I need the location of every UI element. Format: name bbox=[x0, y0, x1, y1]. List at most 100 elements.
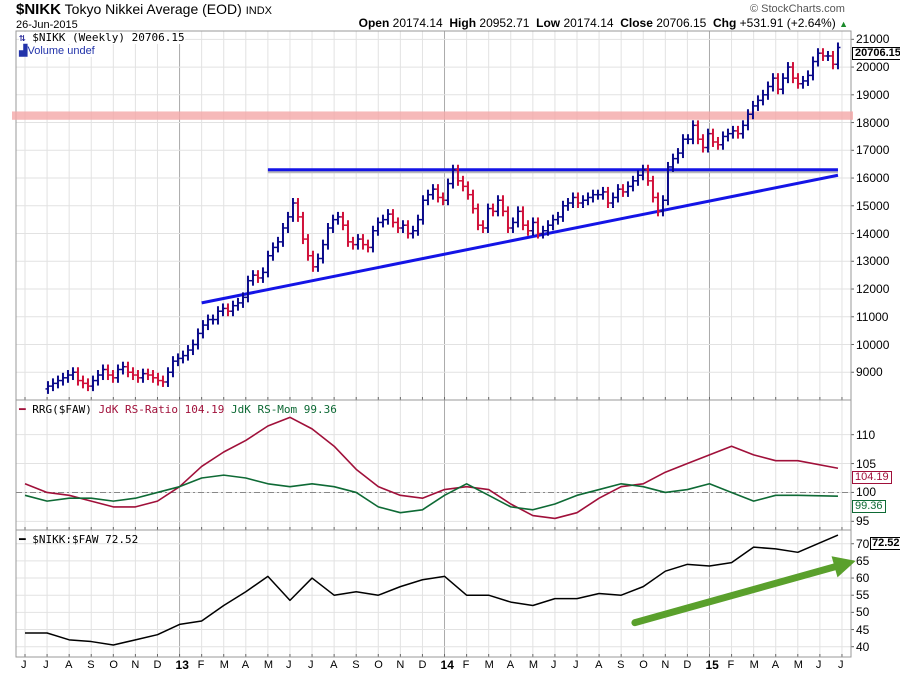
x-tick-label: J bbox=[573, 659, 579, 671]
bar-icon: ⇅ bbox=[19, 31, 26, 44]
x-tick-label: F bbox=[462, 659, 470, 671]
up-arrow-icon: ▲ bbox=[839, 19, 848, 29]
y-tick-label: 15000 bbox=[856, 198, 890, 213]
close-label: Close bbox=[620, 16, 653, 30]
rs-ratio-legend: JdK RS-Ratio 104.19 bbox=[98, 403, 225, 416]
symbol: $NIKK bbox=[16, 1, 62, 18]
rrg-legend: ━ RRG($FAW) JdK RS-Ratio 104.19 JdK RS-M… bbox=[19, 404, 337, 416]
y-tick-label: 12000 bbox=[856, 282, 890, 297]
x-tick-label: J bbox=[21, 659, 27, 671]
x-tick-label: A bbox=[506, 659, 515, 671]
y-tick-label: 11000 bbox=[856, 309, 889, 324]
y-tick-label: 60 bbox=[856, 571, 870, 586]
y-tick-label: 40 bbox=[856, 639, 870, 654]
chart-title: $NIKK Tokyo Nikkei Average (EOD) INDX bbox=[16, 1, 272, 20]
panel-border-rrg bbox=[15, 399, 852, 531]
x-tick-label: A bbox=[65, 659, 73, 671]
x-tick-label: M bbox=[263, 659, 274, 671]
x-tick-label: M bbox=[219, 659, 229, 671]
x-tick-label: N bbox=[131, 659, 140, 671]
x-tick-label: A bbox=[241, 659, 250, 671]
y-tick-label: 9000 bbox=[856, 365, 883, 380]
y-tick-label: 17000 bbox=[856, 143, 890, 158]
high-value: 20952.71 bbox=[479, 16, 530, 30]
x-tick-label: N bbox=[396, 659, 405, 671]
y-tick-label: 19000 bbox=[856, 87, 890, 102]
chg-value: +531.91 (+2.64%) bbox=[739, 16, 836, 30]
high-label: High bbox=[449, 16, 477, 30]
rs-mom-last-tag: 99.36 bbox=[852, 500, 886, 513]
ratio-last-tag: 72.52 bbox=[870, 537, 900, 550]
x-tick-label: O bbox=[374, 659, 383, 671]
volume-legend: ▟Volume undef bbox=[19, 45, 95, 57]
y-tick-label: 21000 bbox=[856, 32, 890, 47]
line-icon: ━ bbox=[19, 403, 26, 416]
y-tick-label: 50 bbox=[856, 605, 870, 620]
x-tick-label: F bbox=[197, 659, 205, 671]
x-tick-label: A bbox=[595, 659, 603, 671]
y-tick-label: 13000 bbox=[856, 254, 890, 269]
x-tick-label: J bbox=[837, 659, 844, 671]
ratio-line bbox=[25, 534, 839, 646]
rs-mom-legend: JdK RS-Mom 99.36 bbox=[230, 403, 337, 416]
x-tick-label: A bbox=[771, 659, 780, 671]
copyright: © StockCharts.com bbox=[750, 3, 845, 15]
y-tick-label: 55 bbox=[856, 588, 870, 603]
x-tick-label: D bbox=[153, 659, 162, 671]
low-value: 20174.14 bbox=[563, 16, 614, 30]
price-legend-text: $NIKK (Weekly) 20706.15 bbox=[32, 31, 185, 44]
close-value: 20706.15 bbox=[656, 16, 707, 30]
x-tick-label: M bbox=[749, 659, 759, 671]
x-tick-label: J bbox=[815, 659, 822, 671]
ohlc-readout: Open 20174.14 High 20952.71 Low 20174.14… bbox=[359, 17, 848, 31]
resistance-band bbox=[12, 111, 853, 120]
x-tick-label: D bbox=[683, 659, 692, 671]
y-tick-label: 65 bbox=[856, 553, 870, 568]
line-icon: ━ bbox=[19, 533, 26, 546]
y-tick-label: 95 bbox=[856, 514, 870, 529]
ratio-legend-text: $NIKK:$FAW 72.52 bbox=[32, 533, 139, 546]
x-tick-label: M bbox=[528, 659, 538, 671]
price-last-tag: 20706.15 bbox=[852, 47, 900, 60]
x-tick-label: J bbox=[308, 659, 314, 671]
x-tick-label: S bbox=[617, 659, 625, 671]
y-tick-label: 105 bbox=[856, 456, 877, 471]
x-tick-label: S bbox=[352, 659, 360, 671]
y-tick-label: 18000 bbox=[856, 115, 890, 130]
volume-icon: ▟ bbox=[19, 45, 28, 57]
y-tick-label: 16000 bbox=[856, 171, 890, 186]
volume-legend-text: Volume undef bbox=[27, 45, 95, 57]
open-label: Open bbox=[358, 16, 390, 30]
x-tick-label: M bbox=[484, 659, 494, 671]
open-value: 20174.14 bbox=[392, 16, 443, 30]
chg-label: Chg bbox=[712, 16, 737, 30]
ratio-legend: ━ $NIKK:$FAW 72.52 bbox=[19, 534, 138, 546]
y-tick-label: 20000 bbox=[856, 60, 890, 75]
trend-arrow-shaft bbox=[631, 563, 839, 627]
x-tick-label: F bbox=[727, 659, 735, 671]
rrg-prefix: RRG($FAW) bbox=[32, 403, 92, 416]
x-tick-label: J bbox=[43, 659, 49, 671]
y-tick-label: 100 bbox=[856, 485, 877, 500]
panel-border-ratio bbox=[15, 529, 852, 658]
chart-date: 26-Jun-2015 bbox=[16, 19, 78, 31]
y-tick-label: 110 bbox=[856, 427, 876, 442]
x-tick-label: O bbox=[109, 659, 118, 671]
support-trendline bbox=[201, 173, 839, 305]
x-tick-label: S bbox=[87, 659, 95, 671]
y-tick-label: 14000 bbox=[856, 226, 890, 241]
rs-ratio-line bbox=[24, 416, 839, 520]
trend-arrow-head bbox=[831, 556, 856, 578]
x-tick-label: D bbox=[418, 659, 427, 671]
x-tick-label: A bbox=[330, 659, 338, 671]
index-name: Tokyo Nikkei Average (EOD) bbox=[64, 1, 242, 17]
y-tick-label: 10000 bbox=[856, 337, 890, 352]
y-tick-label: 70 bbox=[856, 536, 870, 551]
low-label: Low bbox=[536, 16, 561, 30]
y-tick-label: 45 bbox=[856, 622, 870, 637]
x-tick-label: N bbox=[661, 659, 670, 671]
x-tick-label: 14 bbox=[440, 658, 454, 672]
x-tick-label: 13 bbox=[175, 658, 189, 672]
